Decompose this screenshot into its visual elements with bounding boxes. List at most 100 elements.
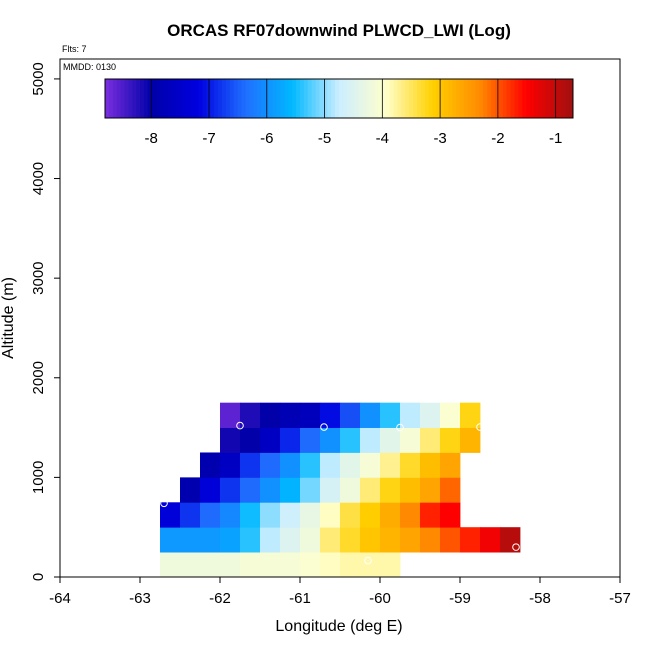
heatmap-cell	[320, 427, 341, 453]
colorbar-swatch	[331, 79, 336, 118]
heatmap-cell	[440, 427, 461, 453]
colorbar-swatch	[518, 79, 523, 118]
colorbar-swatch	[483, 79, 488, 118]
colorbar-swatch	[175, 79, 180, 118]
heatmap-cell	[500, 527, 521, 553]
heatmap-cell	[460, 427, 481, 453]
heatmap-cell	[280, 477, 301, 503]
colorbar-swatch	[374, 79, 379, 118]
heatmap-cell	[280, 452, 301, 478]
heatmap-cell	[380, 502, 401, 528]
heatmap-cell	[320, 527, 341, 553]
heatmap-cell	[360, 427, 381, 453]
colorbar-swatch	[335, 79, 340, 118]
heatmap-cell	[260, 452, 281, 478]
sample-point	[512, 543, 520, 551]
heatmap-cell	[340, 527, 361, 553]
heatmap-cell	[300, 527, 321, 553]
x-tick-label: -61	[289, 590, 311, 607]
colorbar-swatch	[190, 79, 196, 118]
colorbar-swatch	[424, 79, 430, 118]
heatmap-cell	[340, 427, 361, 453]
y-tick-label: 2000	[30, 361, 47, 394]
colorbar-swatch	[319, 79, 324, 118]
y-tick-label: 4000	[30, 162, 47, 195]
heatmap-cell	[280, 552, 301, 578]
heatmap-cell	[380, 477, 401, 503]
sample-point	[396, 423, 404, 432]
heatmap-cell	[280, 527, 301, 553]
heatmap-cell	[260, 527, 281, 553]
heatmap-cell	[340, 477, 361, 503]
colorbar-tick-label: -3	[433, 130, 446, 147]
heatmap-cell	[180, 527, 201, 553]
colorbar-swatch	[167, 79, 172, 118]
x-axis-label: Longitude (deg E)	[275, 618, 402, 635]
colorbar-swatch	[534, 79, 539, 118]
heatmap-cell	[300, 452, 321, 478]
colorbar-swatch	[530, 79, 535, 118]
heatmap-cell	[240, 527, 261, 553]
heatmap-cell	[400, 477, 421, 503]
colorbar-swatch	[171, 79, 176, 118]
colorbar-swatch	[432, 79, 437, 118]
colorbar-swatch	[385, 79, 391, 118]
colorbar-swatch	[210, 79, 215, 118]
y-tick-label: 3000	[30, 261, 47, 294]
colorbar-swatch	[241, 79, 246, 118]
colorbar-swatch	[112, 79, 118, 118]
colorbar-swatch	[428, 79, 434, 118]
colorbar-swatch	[249, 79, 254, 118]
colorbar-tick-label: -6	[260, 130, 273, 147]
colorbar-swatch	[541, 79, 547, 118]
colorbar: -8 -7 -6 -5 -4 -3 -2 -1	[104, 78, 574, 147]
colorbar-swatch	[276, 79, 281, 118]
heatmap-cell	[240, 452, 261, 478]
colorbar-swatch	[381, 79, 387, 118]
colorbar-swatch	[140, 79, 145, 118]
colorbar-swatch	[366, 79, 371, 118]
colorbar-swatch	[202, 79, 207, 118]
colorbar-swatch	[452, 79, 457, 118]
heatmap-cell	[440, 527, 461, 553]
colorbar-tick-label: -4	[376, 130, 389, 147]
colorbar-swatch	[358, 79, 363, 118]
colorbar-swatch	[436, 79, 441, 118]
colorbar-swatch	[225, 79, 231, 118]
heatmap-cell	[420, 477, 441, 503]
colorbar-swatch	[280, 79, 285, 118]
colorbar-swatch	[268, 79, 274, 118]
heatmap-cells	[160, 402, 521, 578]
colorbar-swatch	[284, 79, 289, 118]
heatmap-cell	[460, 402, 481, 428]
colorbar-tick-label: -5	[318, 130, 331, 147]
colorbar-swatch	[409, 79, 414, 118]
colorbar-swatch	[475, 79, 480, 118]
colorbar-swatch	[272, 79, 278, 118]
heatmap-cell	[200, 552, 221, 578]
heatmap-cell	[360, 502, 381, 528]
heatmap-cell	[420, 452, 441, 478]
colorbar-tick-label: -7	[202, 130, 215, 147]
x-tick-label: -59	[449, 590, 471, 607]
colorbar-swatch	[565, 79, 570, 118]
sample-point	[320, 423, 328, 431]
colorbar-swatch	[401, 79, 406, 118]
colorbar-swatch	[495, 79, 500, 118]
heatmap-cell	[360, 527, 381, 553]
heatmap-cell	[220, 552, 241, 578]
heatmap-cell	[260, 427, 281, 453]
y-axis: 0 1000 2000 3000 4000 5000	[30, 62, 60, 581]
colorbar-swatch	[498, 79, 504, 118]
colorbar-swatch	[487, 79, 492, 118]
heatmap-cell	[380, 402, 401, 428]
heatmap-cell	[400, 502, 421, 528]
x-axis: -64 -63 -62 -61 -60 -59 -58 -57	[49, 577, 631, 607]
chart-title: ORCAS RF07downwind PLWCD_LWI (Log)	[167, 21, 511, 40]
heatmap-cell	[220, 527, 241, 553]
heatmap-cell	[240, 477, 261, 503]
sample-point	[364, 556, 372, 565]
colorbar-swatch	[506, 79, 512, 118]
colorbar-frame	[104, 78, 574, 119]
heatmap-cell	[160, 552, 181, 578]
